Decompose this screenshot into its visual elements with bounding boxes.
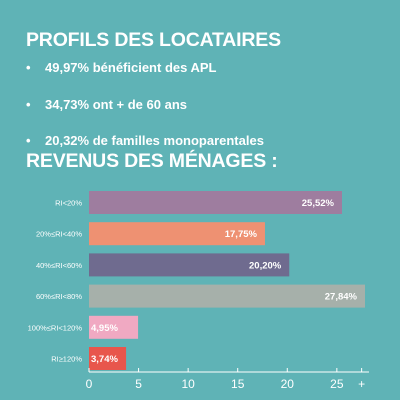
category-label: 20%≤RI<40% [36,230,82,239]
data-label: 27,84% [325,292,358,303]
bullet-icon: • [26,60,31,75]
stat-text: 49,97% bénéficient des APL [45,60,217,75]
data-label: 17,75% [225,229,258,240]
data-label: 25,52% [302,198,335,209]
x-tick-label: 0 [86,377,93,391]
x-tick-label: 25 [330,377,344,391]
bar [89,191,342,214]
x-tick-label: + [358,377,365,391]
data-label: 4,95% [91,323,118,334]
bar [89,347,127,370]
stat-text: 34,73% ont + de 60 ans [45,96,187,112]
stat-item: • 34,73% ont + de 60 ans [26,95,264,115]
stat-item: • 20,32% de familles monoparentales [26,131,264,151]
bullet-icon: • [26,96,31,112]
category-label: 40%≤RI<60% [36,261,82,270]
category-label: 100%≤RI<120% [28,323,83,332]
data-label: 20,20% [249,260,282,271]
bar [89,284,365,308]
category-label: RI≥120% [51,355,82,364]
section-title-revenus: REVENUS DES MÉNAGES : [26,150,278,172]
category-label: 60%≤RI<80% [36,292,82,301]
x-tick-label: 15 [231,377,245,391]
bar [89,253,290,277]
x-tick-label: 10 [181,377,195,391]
stat-item: • 49,97% bénéficient des APL [26,58,264,78]
data-label: 3,74% [91,354,118,365]
profile-stats-list: • 49,97% bénéficient des APL • 34,73% ont … [26,58,264,168]
bullet-icon: • [26,133,31,148]
stat-text: 20,32% de familles monoparentales [45,133,264,148]
section-title-profils: PROFILS DES LOCATAIRES [26,29,281,51]
category-label: RI<20% [55,199,82,208]
x-tick-label: 5 [135,377,142,391]
bar [89,315,139,339]
bar [89,222,265,246]
x-tick-label: 20 [281,377,295,391]
